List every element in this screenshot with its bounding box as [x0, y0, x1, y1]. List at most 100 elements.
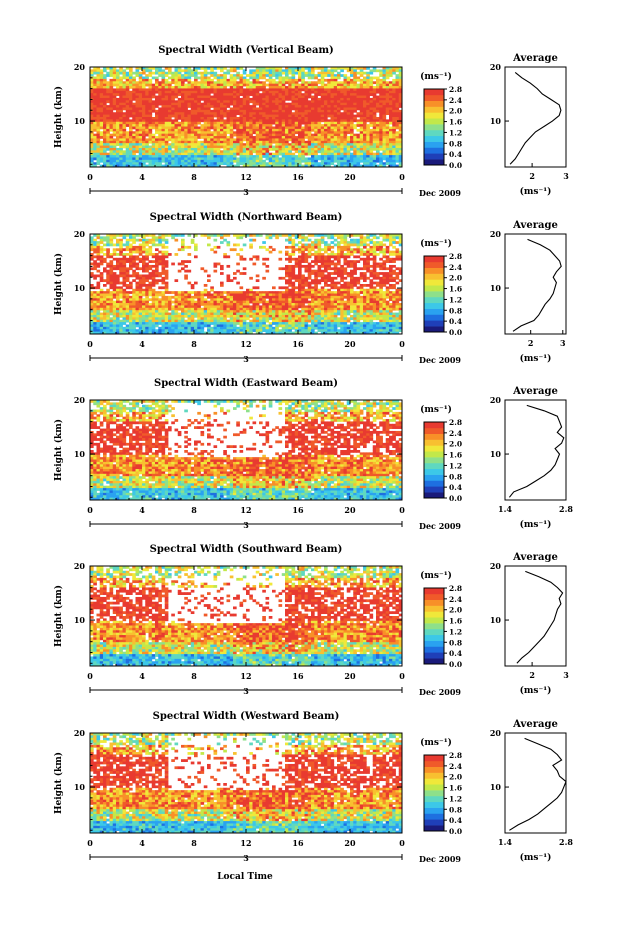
heatmap-cell — [103, 267, 107, 270]
heatmap-cell — [295, 138, 299, 141]
heatmap-cell — [223, 239, 227, 242]
heatmap-cell — [331, 160, 335, 163]
heatmap-cell — [366, 134, 370, 137]
heatmap-cell — [165, 153, 169, 156]
heatmap-cell — [386, 267, 390, 270]
heatmap-cell — [116, 77, 120, 80]
heatmap-cell — [298, 88, 302, 91]
heatmap-cell — [376, 272, 380, 275]
heatmap-cell — [210, 69, 214, 72]
heatmap-cell — [337, 253, 341, 256]
heatmap-cell — [145, 255, 149, 258]
heatmap-cell — [152, 136, 156, 139]
heatmap-cell — [204, 96, 208, 99]
heatmap-cell — [155, 146, 159, 149]
heatmap-cell — [175, 131, 179, 134]
heatmap-cell — [321, 274, 325, 277]
heatmap-cell — [207, 88, 211, 91]
heatmap-cell — [90, 236, 94, 239]
heatmap-cell — [337, 105, 341, 108]
heatmap-cell — [197, 96, 201, 99]
heatmap-cell — [272, 107, 276, 110]
heatmap-cell — [392, 270, 396, 273]
heatmap-cell — [311, 115, 315, 118]
heatmap-cell — [90, 272, 94, 275]
heatmap-cell — [188, 84, 192, 87]
heatmap-cell — [123, 160, 127, 163]
heatmap-cell — [204, 100, 208, 103]
heatmap-cell — [337, 117, 341, 120]
heatmap-cell — [379, 267, 383, 270]
heatmap-cell — [236, 74, 240, 77]
heatmap-cell — [142, 84, 146, 87]
heatmap-cell — [139, 81, 143, 84]
heatmap-cell — [97, 157, 101, 160]
heatmap-cell — [210, 138, 214, 141]
heatmap-cell — [321, 260, 325, 263]
heatmap-cell — [383, 244, 387, 247]
heatmap-cell — [230, 112, 234, 115]
heatmap-cell — [142, 69, 146, 72]
heatmap-cell — [298, 79, 302, 82]
heatmap-cell — [184, 110, 188, 113]
heatmap-cell — [350, 265, 354, 268]
heatmap-cell — [132, 153, 136, 156]
heatmap-cell — [158, 134, 162, 137]
heatmap-cell — [344, 267, 348, 270]
heatmap-cell — [383, 124, 387, 127]
heatmap-cell — [308, 157, 312, 160]
heatmap-cell — [168, 88, 172, 91]
heatmap-cell — [155, 162, 159, 165]
heatmap-cell — [301, 143, 305, 146]
heatmap-cell — [155, 274, 159, 277]
heatmap-cell — [363, 162, 367, 165]
heatmap-cell — [126, 150, 130, 153]
heatmap-cell — [204, 143, 208, 146]
heatmap-cell — [363, 119, 367, 122]
heatmap-cell — [123, 91, 127, 94]
heatmap-cell — [129, 260, 133, 263]
heatmap-cell — [236, 141, 240, 144]
heatmap-cell — [363, 115, 367, 118]
heatmap-cell — [162, 260, 166, 263]
heatmap-cell — [152, 127, 156, 130]
heatmap-cell — [292, 136, 296, 139]
heatmap-cell — [386, 272, 390, 275]
heatmap-cell — [295, 119, 299, 122]
heatmap-cell — [106, 138, 110, 141]
heatmap-cell — [389, 279, 393, 282]
heatmap-cell — [142, 88, 146, 91]
heatmap-cell — [256, 81, 260, 84]
heatmap-cell — [360, 86, 364, 89]
heatmap-cell — [331, 103, 335, 106]
heatmap-cell — [119, 282, 123, 285]
heatmap-cell — [396, 136, 400, 139]
heatmap-cell — [360, 239, 364, 242]
heatmap-cell — [188, 81, 192, 84]
heatmap-cell — [158, 81, 162, 84]
heatmap-cell — [311, 129, 315, 132]
heatmap-cell — [301, 127, 305, 130]
heatmap-cell — [379, 86, 383, 89]
heatmap-cell — [353, 255, 357, 258]
colorbar-segment — [424, 142, 444, 148]
heatmap-cell — [353, 279, 357, 282]
heatmap-cell — [262, 127, 266, 130]
heatmap-cell — [347, 255, 351, 258]
heatmap-cell — [119, 286, 123, 289]
heatmap-cell — [139, 93, 143, 96]
heatmap-cell — [220, 81, 224, 84]
heatmap-cell — [136, 136, 140, 139]
heatmap-cell — [318, 74, 322, 77]
heatmap-cell — [327, 115, 331, 118]
heatmap-cell — [256, 279, 260, 282]
heatmap-cell — [275, 110, 279, 113]
heatmap-cell — [256, 110, 260, 113]
heatmap-cell — [204, 115, 208, 118]
heatmap-cell — [158, 160, 162, 163]
heatmap-cell — [214, 115, 218, 118]
heatmap-cell — [178, 81, 182, 84]
heatmap-cell — [162, 141, 166, 144]
heatmap-cell — [103, 160, 107, 163]
heatmap-cell — [308, 253, 312, 256]
